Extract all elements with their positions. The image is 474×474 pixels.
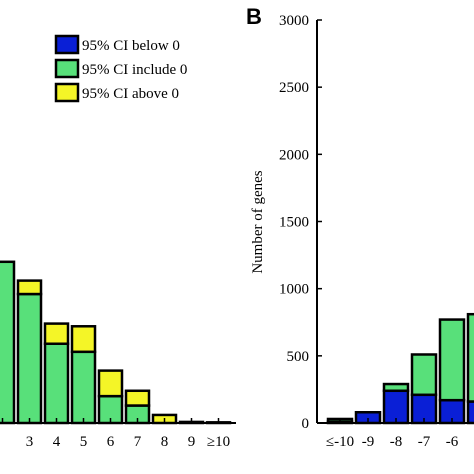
legend: 95% CI below 0 95% CI include 0 95% CI abo… <box>54 34 187 103</box>
x-tick-label-a-7: 8 <box>161 434 169 450</box>
bar-b-6-1 <box>466 400 474 425</box>
bar-a-4-2 <box>70 350 97 425</box>
bar-b-5-2 <box>438 318 466 402</box>
x-tick-label-a-8: 9 <box>188 434 196 450</box>
y-tick-label-b-4: 1500 <box>279 215 309 231</box>
panel-b-letter: B <box>246 4 262 29</box>
x-tick-label-a-2: 3 <box>26 434 34 450</box>
y-tick-label-b-6: 2500 <box>279 80 309 96</box>
y-tick-label-b-3: 1000 <box>279 282 309 298</box>
bar-a-1-2 <box>0 260 16 425</box>
bar-b-6-2 <box>466 312 474 403</box>
panel-a: 3 4 5 6 7 8 9 ≥10 <box>0 260 236 450</box>
x-tick-label-a-5: 6 <box>107 434 115 450</box>
x-tick-label-a-6: 7 <box>134 434 142 450</box>
bar-a-3-3 <box>43 322 70 345</box>
bar-a-2-3 <box>16 279 43 296</box>
legend-swatch-2 <box>54 58 80 79</box>
y-tick-label-b-5: 2000 <box>279 147 309 163</box>
x-tick-label-b-5: -6 <box>446 434 459 450</box>
panel-b-y-axis-label: Number of genes <box>250 170 266 273</box>
x-tick-label-a-4: 5 <box>80 434 88 450</box>
legend-label-2: 95% CI include 0 <box>82 62 187 78</box>
x-tick-label-a-9: ≥10 <box>207 434 230 450</box>
legend-swatch-3 <box>54 82 80 103</box>
legend-label-3: 95% CI above 0 <box>82 86 179 102</box>
bar-a-5-3 <box>97 369 124 398</box>
y-tick-label-b-2: 500 <box>287 349 310 365</box>
legend-label-1: 95% CI below 0 <box>82 38 180 54</box>
x-tick-label-b-2: -9 <box>362 434 375 450</box>
bar-a-2-2 <box>16 292 43 425</box>
bar-b-4-2 <box>410 353 438 397</box>
bar-a-4-3 <box>70 325 97 354</box>
y-tick-label-b-7: 3000 <box>279 13 309 29</box>
x-tick-label-a-3: 4 <box>53 434 61 450</box>
x-tick-label-b-4: -7 <box>418 434 431 450</box>
x-tick-label-b-1: ≤-10 <box>326 434 354 450</box>
bar-a-6-3 <box>124 389 151 407</box>
y-tick-label-b-1: 0 <box>302 416 310 432</box>
bar-a-3-2 <box>43 342 70 425</box>
legend-swatch-1 <box>54 34 80 55</box>
bar-b-3-2 <box>382 382 410 393</box>
x-tick-label-b-3: -8 <box>390 434 403 450</box>
